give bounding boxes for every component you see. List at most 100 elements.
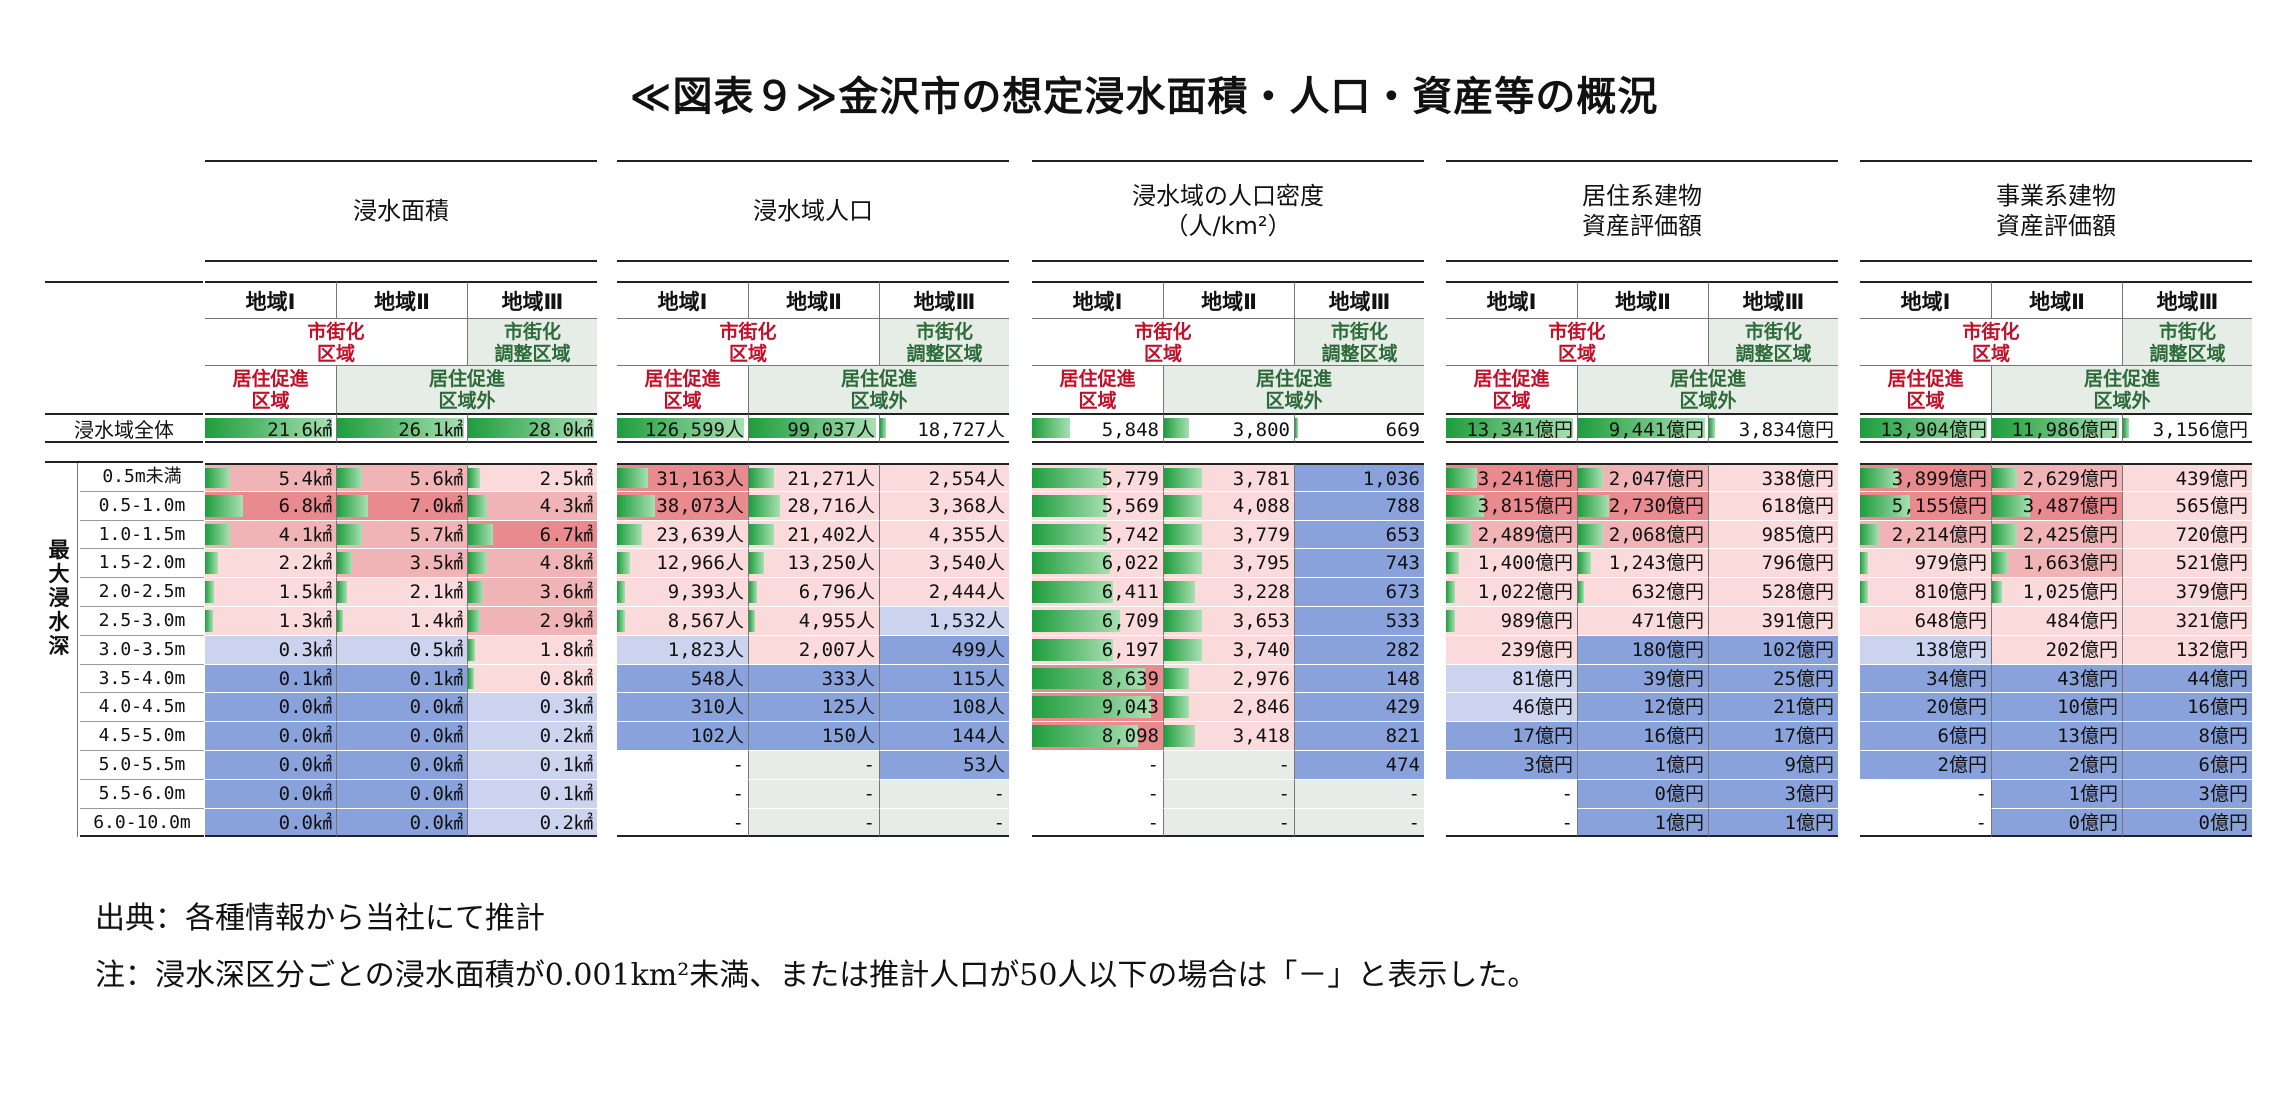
total-bar: [1295, 418, 1298, 438]
table-cell: 4,088: [1163, 491, 1294, 521]
cell-value: 379億円: [2175, 581, 2248, 604]
cell-value: 1.3㎢: [278, 610, 332, 632]
table-cell: 0.1㎢: [467, 751, 597, 780]
table-cell: 0億円: [2122, 808, 2252, 838]
cell-value: -: [732, 811, 744, 834]
cell-value: 5.7㎢: [409, 523, 463, 546]
table-cell: 796億円: [1708, 549, 1838, 579]
value-bar: [205, 468, 230, 488]
total-bar: [617, 418, 744, 438]
footer-source: 出典：各種情報から当社にて推計: [95, 901, 545, 936]
table-cell: 3,487億円: [1991, 491, 2122, 521]
table-cell: -: [617, 751, 748, 780]
table-cell: 150人: [748, 722, 879, 751]
total-value: 99,037人: [787, 419, 875, 441]
table-cell: 2億円: [1991, 751, 2122, 780]
cell-value: 1,025億円: [2022, 581, 2118, 604]
cell-value: 2,007人: [798, 638, 875, 661]
table-cell: 25億円: [1708, 664, 1838, 694]
value-bar: [468, 638, 476, 661]
cell-value: 0.1㎢: [409, 667, 463, 690]
value-bar: [1578, 523, 1603, 546]
value-bar: [617, 523, 642, 546]
value-bar: [1446, 468, 1478, 488]
value-bar: [1032, 552, 1110, 575]
value-bar: [1032, 610, 1120, 632]
table-cell: 3,368人: [879, 491, 1009, 521]
cell-value: 548人: [690, 667, 744, 690]
urban-area-label: 市街化 区域: [1032, 319, 1294, 366]
cell-value: 2,846: [1232, 696, 1290, 719]
table-cell: 310人: [617, 693, 748, 723]
value-bar: [749, 494, 781, 517]
value-bar: [1860, 581, 1868, 603]
table-cell: 821: [1294, 722, 1424, 751]
table-cell: 2.9㎢: [467, 607, 597, 636]
value-bar: [337, 494, 369, 517]
cell-value: -: [863, 811, 875, 834]
cell-value: 484億円: [2045, 610, 2118, 632]
section-title: 浸水面積: [205, 160, 597, 262]
cell-value: 673: [1385, 581, 1420, 604]
table-cell: 618億円: [1708, 491, 1838, 521]
value-bar: [1032, 468, 1107, 488]
depth-row-label: 0.5-1.0m: [80, 492, 204, 521]
total-cell: 18,727人: [879, 413, 1009, 443]
table-cell: 12億円: [1577, 693, 1708, 723]
table-cell: 4.8㎢: [467, 549, 597, 579]
cell-value: 2億円: [1937, 754, 1987, 776]
table-cell: 3.6㎢: [467, 578, 597, 607]
cell-value: 150人: [821, 725, 875, 748]
cell-value: 115人: [951, 667, 1005, 690]
cell-value: 21,402人: [787, 523, 875, 546]
cell-value: 3,418: [1232, 725, 1290, 748]
cell-value: 1,243億円: [1608, 552, 1704, 575]
cell-value: 138億円: [1914, 638, 1987, 661]
value-bar: [1164, 581, 1196, 603]
value-bar: [1446, 523, 1471, 546]
cell-value: 0.0㎢: [409, 725, 463, 748]
cell-value: 3億円: [1784, 782, 1834, 805]
table-cell: 1億円: [1991, 779, 2122, 809]
table-cell: 2,007人: [748, 635, 879, 665]
depth-row-label: 1.0-1.5m: [80, 521, 204, 550]
table-cell: 2億円: [1860, 751, 1991, 780]
table-cell: 1.8㎢: [467, 635, 597, 665]
table-cell: 8億円: [2122, 722, 2252, 751]
total-cell: 3,800: [1163, 413, 1294, 443]
adjustment-area-label: 市街化 調整区域: [2122, 319, 2252, 366]
value-bar: [1164, 638, 1202, 661]
cell-value: 0.3㎢: [539, 696, 593, 719]
region-header: 地域Ⅱ: [1577, 281, 1708, 319]
table-cell: 4.1㎢: [205, 520, 336, 550]
cell-value: -: [1561, 782, 1573, 805]
cell-value: 391億円: [1761, 610, 1834, 632]
adjustment-area-label: 市街化 調整区域: [879, 319, 1009, 366]
table-cell: 2.5㎢: [467, 463, 597, 492]
cell-value: 6億円: [1937, 725, 1987, 748]
cell-value: 25億円: [1773, 667, 1834, 690]
cell-value: -: [1408, 811, 1420, 834]
urban-area-label: 市街化 区域: [1860, 319, 2122, 366]
depth-row-label: 3.5-4.0m: [80, 665, 204, 694]
page-title: ≪図表９≫金沢市の想定浸水面積・人口・資産等の概況: [629, 74, 1659, 120]
table-cell: 533: [1294, 607, 1424, 636]
cell-value: 6,709: [1101, 610, 1159, 632]
value-bar: [1578, 581, 1585, 603]
region-header: 地域Ⅲ: [1708, 281, 1838, 319]
value-bar: [1860, 494, 1910, 517]
urban-area-label: 市街化 区域: [617, 319, 879, 366]
urban-area-label: 市街化 区域: [205, 319, 467, 366]
value-bar: [1164, 667, 1189, 690]
table-cell: -: [748, 751, 879, 780]
cell-value: 0.5㎢: [409, 638, 463, 661]
cell-value: 0億円: [2068, 811, 2118, 834]
cell-value: 2.1㎢: [409, 581, 463, 604]
table-cell: -: [1446, 808, 1577, 838]
cell-value: 310人: [690, 696, 744, 719]
total-bar: [1709, 418, 1716, 438]
cell-value: 28,716人: [787, 494, 875, 517]
cell-value: 39億円: [1643, 667, 1704, 690]
value-bar: [1032, 667, 1145, 690]
value-bar: [617, 468, 649, 488]
